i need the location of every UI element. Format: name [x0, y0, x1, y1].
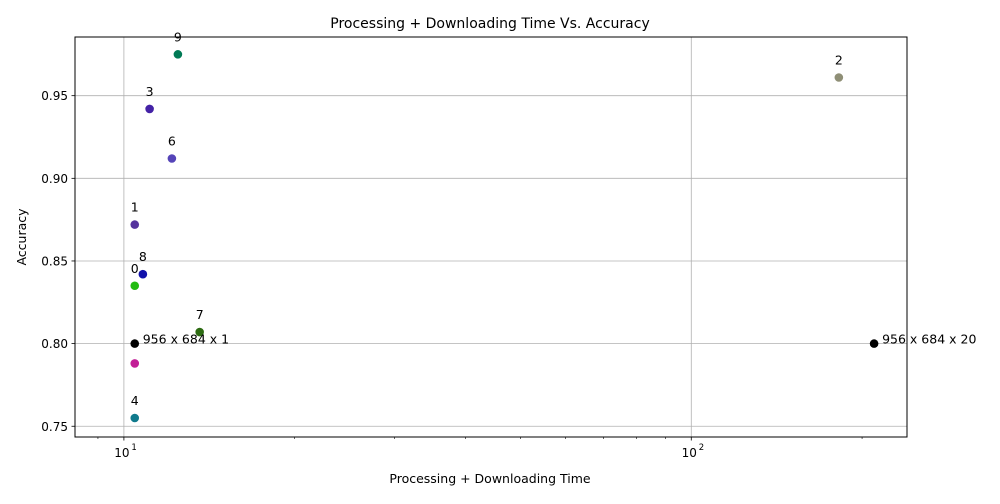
data-point [130, 359, 140, 368]
y-tick-label: 0.90 [41, 172, 68, 186]
y-tick-label: 0.80 [41, 337, 68, 351]
data-point [130, 220, 140, 229]
point-label: 1 [131, 200, 139, 215]
data-point [130, 281, 140, 291]
data-point [145, 104, 154, 114]
data-point [167, 154, 177, 163]
x-tick-label: 10 [682, 446, 697, 460]
point-label: 956 x 684 x 20 [882, 332, 976, 347]
y-axis-label: Accuracy [14, 208, 29, 266]
data-point [195, 327, 204, 337]
data-point [869, 339, 879, 348]
x-tick-label-exponent: 2 [699, 443, 704, 453]
point-label: 3 [146, 84, 154, 99]
tick-layer: 10 1 10 20.750.800.850.900.95 [41, 89, 863, 460]
point-label: 9 [174, 29, 182, 44]
plot-frame [74, 36, 908, 438]
data-point [834, 73, 844, 82]
point-label: 8 [139, 249, 147, 264]
point-label: 6 [168, 133, 176, 148]
data-point [130, 413, 140, 423]
y-tick-label: 0.85 [41, 254, 68, 268]
chart-title: Processing + Downloading Time Vs. Accura… [330, 16, 649, 32]
x-axis-label: Processing + Downloading Time [389, 471, 591, 486]
data-point [173, 50, 183, 59]
point-label: 2 [835, 52, 843, 67]
grid-layer [75, 37, 907, 437]
y-tick-label: 0.75 [41, 420, 68, 434]
x-tick-label-exponent: 1 [131, 443, 136, 453]
point-label: 0 [131, 261, 139, 276]
y-tick-label: 0.95 [41, 89, 68, 103]
data-point [138, 269, 148, 279]
point-label: 7 [196, 307, 204, 322]
point-label: 4 [131, 393, 139, 408]
data-point [130, 339, 140, 348]
x-tick-label: 10 [114, 446, 129, 460]
point-layer [130, 50, 879, 423]
label-layer: 0 1 2 3 4 6 7 8 9 956 x 684 x 1 956 x 684 x 20 [131, 29, 977, 408]
point-label: 956 x 684 x 1 [143, 332, 229, 347]
